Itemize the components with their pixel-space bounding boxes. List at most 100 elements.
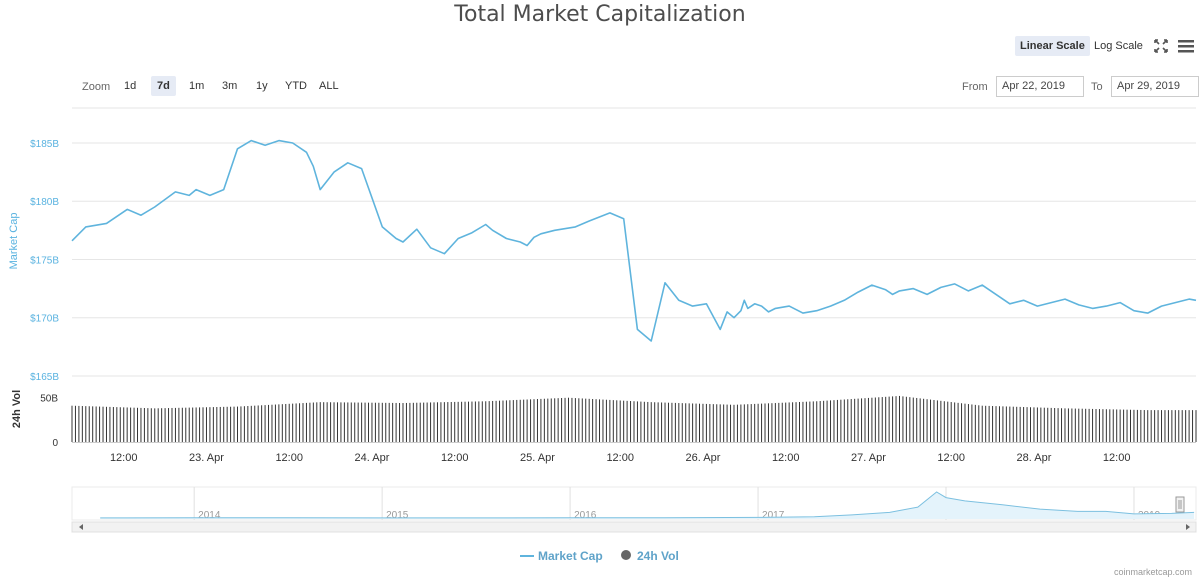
volume-bar <box>692 403 694 442</box>
volume-bar <box>861 398 863 442</box>
volume-bar <box>226 406 228 442</box>
volume-bar <box>902 396 904 442</box>
zoom-1d-button[interactable]: 1d <box>124 80 137 92</box>
zoom-all-button[interactable]: ALL <box>319 80 339 92</box>
volume-bar <box>112 407 114 442</box>
volume-bar <box>702 403 704 442</box>
volume-legend-label[interactable]: 24h Vol <box>637 549 679 563</box>
scroll-right-arrow-icon[interactable] <box>1186 524 1190 530</box>
volume-bar <box>919 398 921 442</box>
volume-bar <box>1140 409 1142 442</box>
volume-bar <box>274 404 276 442</box>
volume-bar <box>150 408 152 442</box>
volume-bar <box>819 401 821 442</box>
volume-bar <box>399 402 401 442</box>
volume-bar <box>802 401 804 442</box>
from-date-input[interactable]: Apr 22, 2019 <box>996 76 1084 97</box>
volume-bar <box>1095 409 1097 442</box>
volume-bar <box>657 402 659 442</box>
volume-bar <box>471 401 473 442</box>
volume-bar <box>564 397 566 442</box>
volume-bar <box>671 402 673 442</box>
volume-bar <box>785 402 787 442</box>
volume-bar <box>426 402 428 442</box>
volume-bar <box>330 402 332 442</box>
volume-bar <box>602 399 604 442</box>
volume-bar <box>1030 407 1032 442</box>
linear-scale-button[interactable]: Linear Scale <box>1015 36 1090 56</box>
scroll-left-arrow-icon[interactable] <box>79 524 83 530</box>
volume-bar <box>161 408 163 442</box>
volume-bar <box>523 399 525 442</box>
volume-bar <box>1061 408 1063 442</box>
volume-bar <box>268 404 270 442</box>
volume-bar <box>609 399 611 442</box>
volume-bar <box>143 408 145 442</box>
volume-bar <box>174 407 176 442</box>
volume-bar <box>309 402 311 442</box>
volume-bar <box>954 402 956 442</box>
volume-bar <box>995 406 997 442</box>
volume-bar <box>1012 406 1014 442</box>
y-tick-label: $165B <box>30 372 59 383</box>
volume-bar <box>1171 410 1173 442</box>
volume-bar <box>78 405 80 442</box>
volume-bar <box>371 402 373 442</box>
volume-bar <box>674 402 676 442</box>
volume-bar <box>140 407 142 442</box>
volume-bar <box>502 400 504 442</box>
zoom-3m-button[interactable]: 3m <box>222 80 238 92</box>
volume-bar <box>695 403 697 442</box>
zoom-7d-button[interactable]: 7d <box>151 76 176 96</box>
volume-bar <box>633 401 635 442</box>
volume-bar <box>619 400 621 442</box>
volume-bar <box>278 404 280 442</box>
log-scale-button[interactable]: Log Scale <box>1094 40 1143 52</box>
volume-bar <box>433 402 435 442</box>
market-cap-line[interactable] <box>71 139 1197 342</box>
volume-bar <box>402 403 404 442</box>
volume-bar <box>92 406 94 442</box>
volume-bar <box>202 407 204 442</box>
volume-bar <box>171 407 173 442</box>
market-cap-legend-label[interactable]: Market Cap <box>538 549 603 563</box>
navigator-handle-right[interactable] <box>1175 496 1185 513</box>
volume-bar <box>481 401 483 442</box>
x-tick-label: 12:00 <box>606 452 634 464</box>
x-tick-label: 12:00 <box>441 452 469 464</box>
volume-bar <box>209 407 211 442</box>
volume-bar <box>88 406 90 442</box>
volume-bar <box>767 403 769 442</box>
zoom-1m-button[interactable]: 1m <box>189 80 205 92</box>
volume-bar <box>405 402 407 442</box>
volume-bar <box>1167 410 1169 442</box>
y-tick-label: $180B <box>30 197 59 208</box>
volume-bar <box>457 401 459 442</box>
volume-bar <box>71 405 73 442</box>
volume-bar <box>650 402 652 442</box>
volume-bar <box>764 403 766 442</box>
menu-icon[interactable] <box>1177 38 1195 54</box>
volume-bar <box>667 402 669 442</box>
volume-bar <box>1181 410 1183 442</box>
volume-bar <box>726 404 728 442</box>
volume-bar <box>447 402 449 442</box>
volume-bar <box>137 407 139 442</box>
navigator-scrollbar[interactable] <box>71 521 1197 533</box>
volume-bar <box>116 407 118 442</box>
zoom-ytd-button[interactable]: YTD <box>285 80 307 92</box>
fullscreen-icon[interactable] <box>1153 38 1169 54</box>
volume-bar <box>881 397 883 442</box>
x-tick-label: 23. Apr <box>189 452 224 464</box>
volume-bar <box>1123 409 1125 442</box>
volume-bar <box>464 401 466 442</box>
to-date-input[interactable]: Apr 29, 2019 <box>1111 76 1199 97</box>
volume-bar <box>499 400 501 442</box>
volume-bar <box>1057 408 1059 442</box>
zoom-1y-button[interactable]: 1y <box>256 80 268 92</box>
volume-bar <box>636 401 638 442</box>
volume-bar <box>774 403 776 442</box>
volume-bar <box>133 407 135 442</box>
x-tick-label: 25. Apr <box>520 452 555 464</box>
